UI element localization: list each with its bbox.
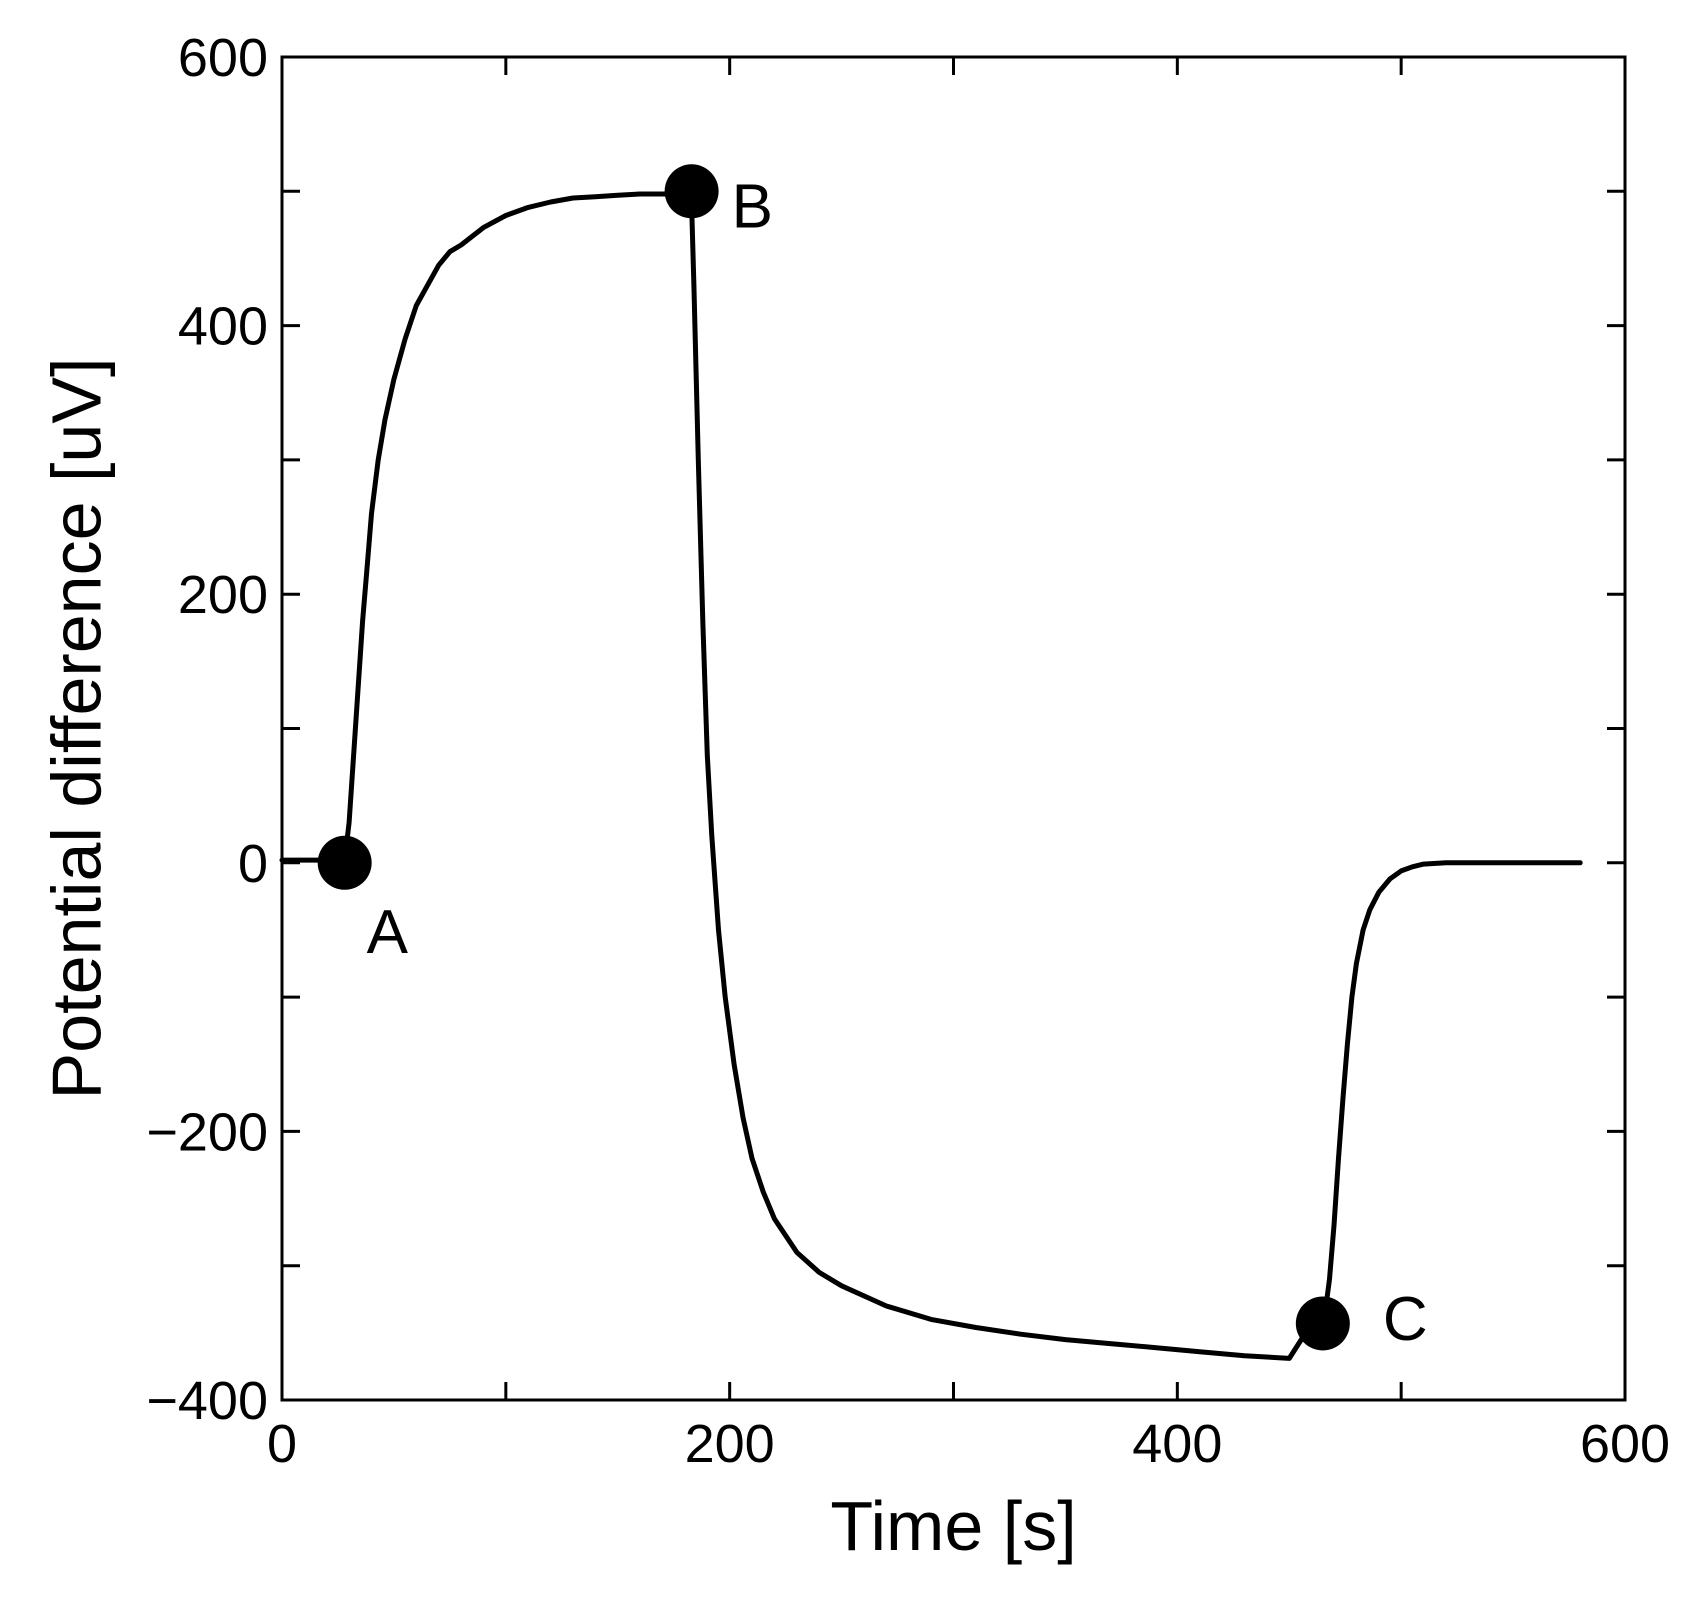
x-tick-label: 600 bbox=[1580, 1414, 1670, 1474]
series-layer bbox=[279, 191, 1583, 1361]
x-tick-label: 0 bbox=[267, 1414, 297, 1474]
x-tick-label: 400 bbox=[1132, 1414, 1222, 1474]
y-axis-title: Potential difference [uV] bbox=[37, 358, 115, 1100]
x-axis-title: Time [s] bbox=[830, 1487, 1076, 1565]
point-marker-c bbox=[1295, 1296, 1350, 1351]
point-label-a: A bbox=[367, 898, 409, 967]
y-tick-label: −400 bbox=[146, 1371, 268, 1431]
point-label-c: C bbox=[1383, 1285, 1428, 1354]
axis-tick-labels: 0 200 400 600 600 400 200 0 −200 −400 bbox=[146, 28, 1670, 1474]
y-tick-label: 400 bbox=[178, 297, 268, 357]
point-marker-b bbox=[664, 164, 719, 219]
y-tick-label: −200 bbox=[146, 1102, 268, 1162]
plot-frame bbox=[280, 55, 1627, 1402]
y-tick-label: 0 bbox=[238, 834, 268, 894]
point-marker-a bbox=[317, 835, 372, 890]
marked-points: A B C bbox=[317, 164, 1428, 1354]
y-tick-label: 200 bbox=[178, 565, 268, 625]
point-label-b: B bbox=[732, 173, 773, 242]
x-tick-label: 200 bbox=[685, 1414, 775, 1474]
y-tick-label: 600 bbox=[178, 28, 268, 88]
series-line bbox=[279, 191, 1583, 1361]
